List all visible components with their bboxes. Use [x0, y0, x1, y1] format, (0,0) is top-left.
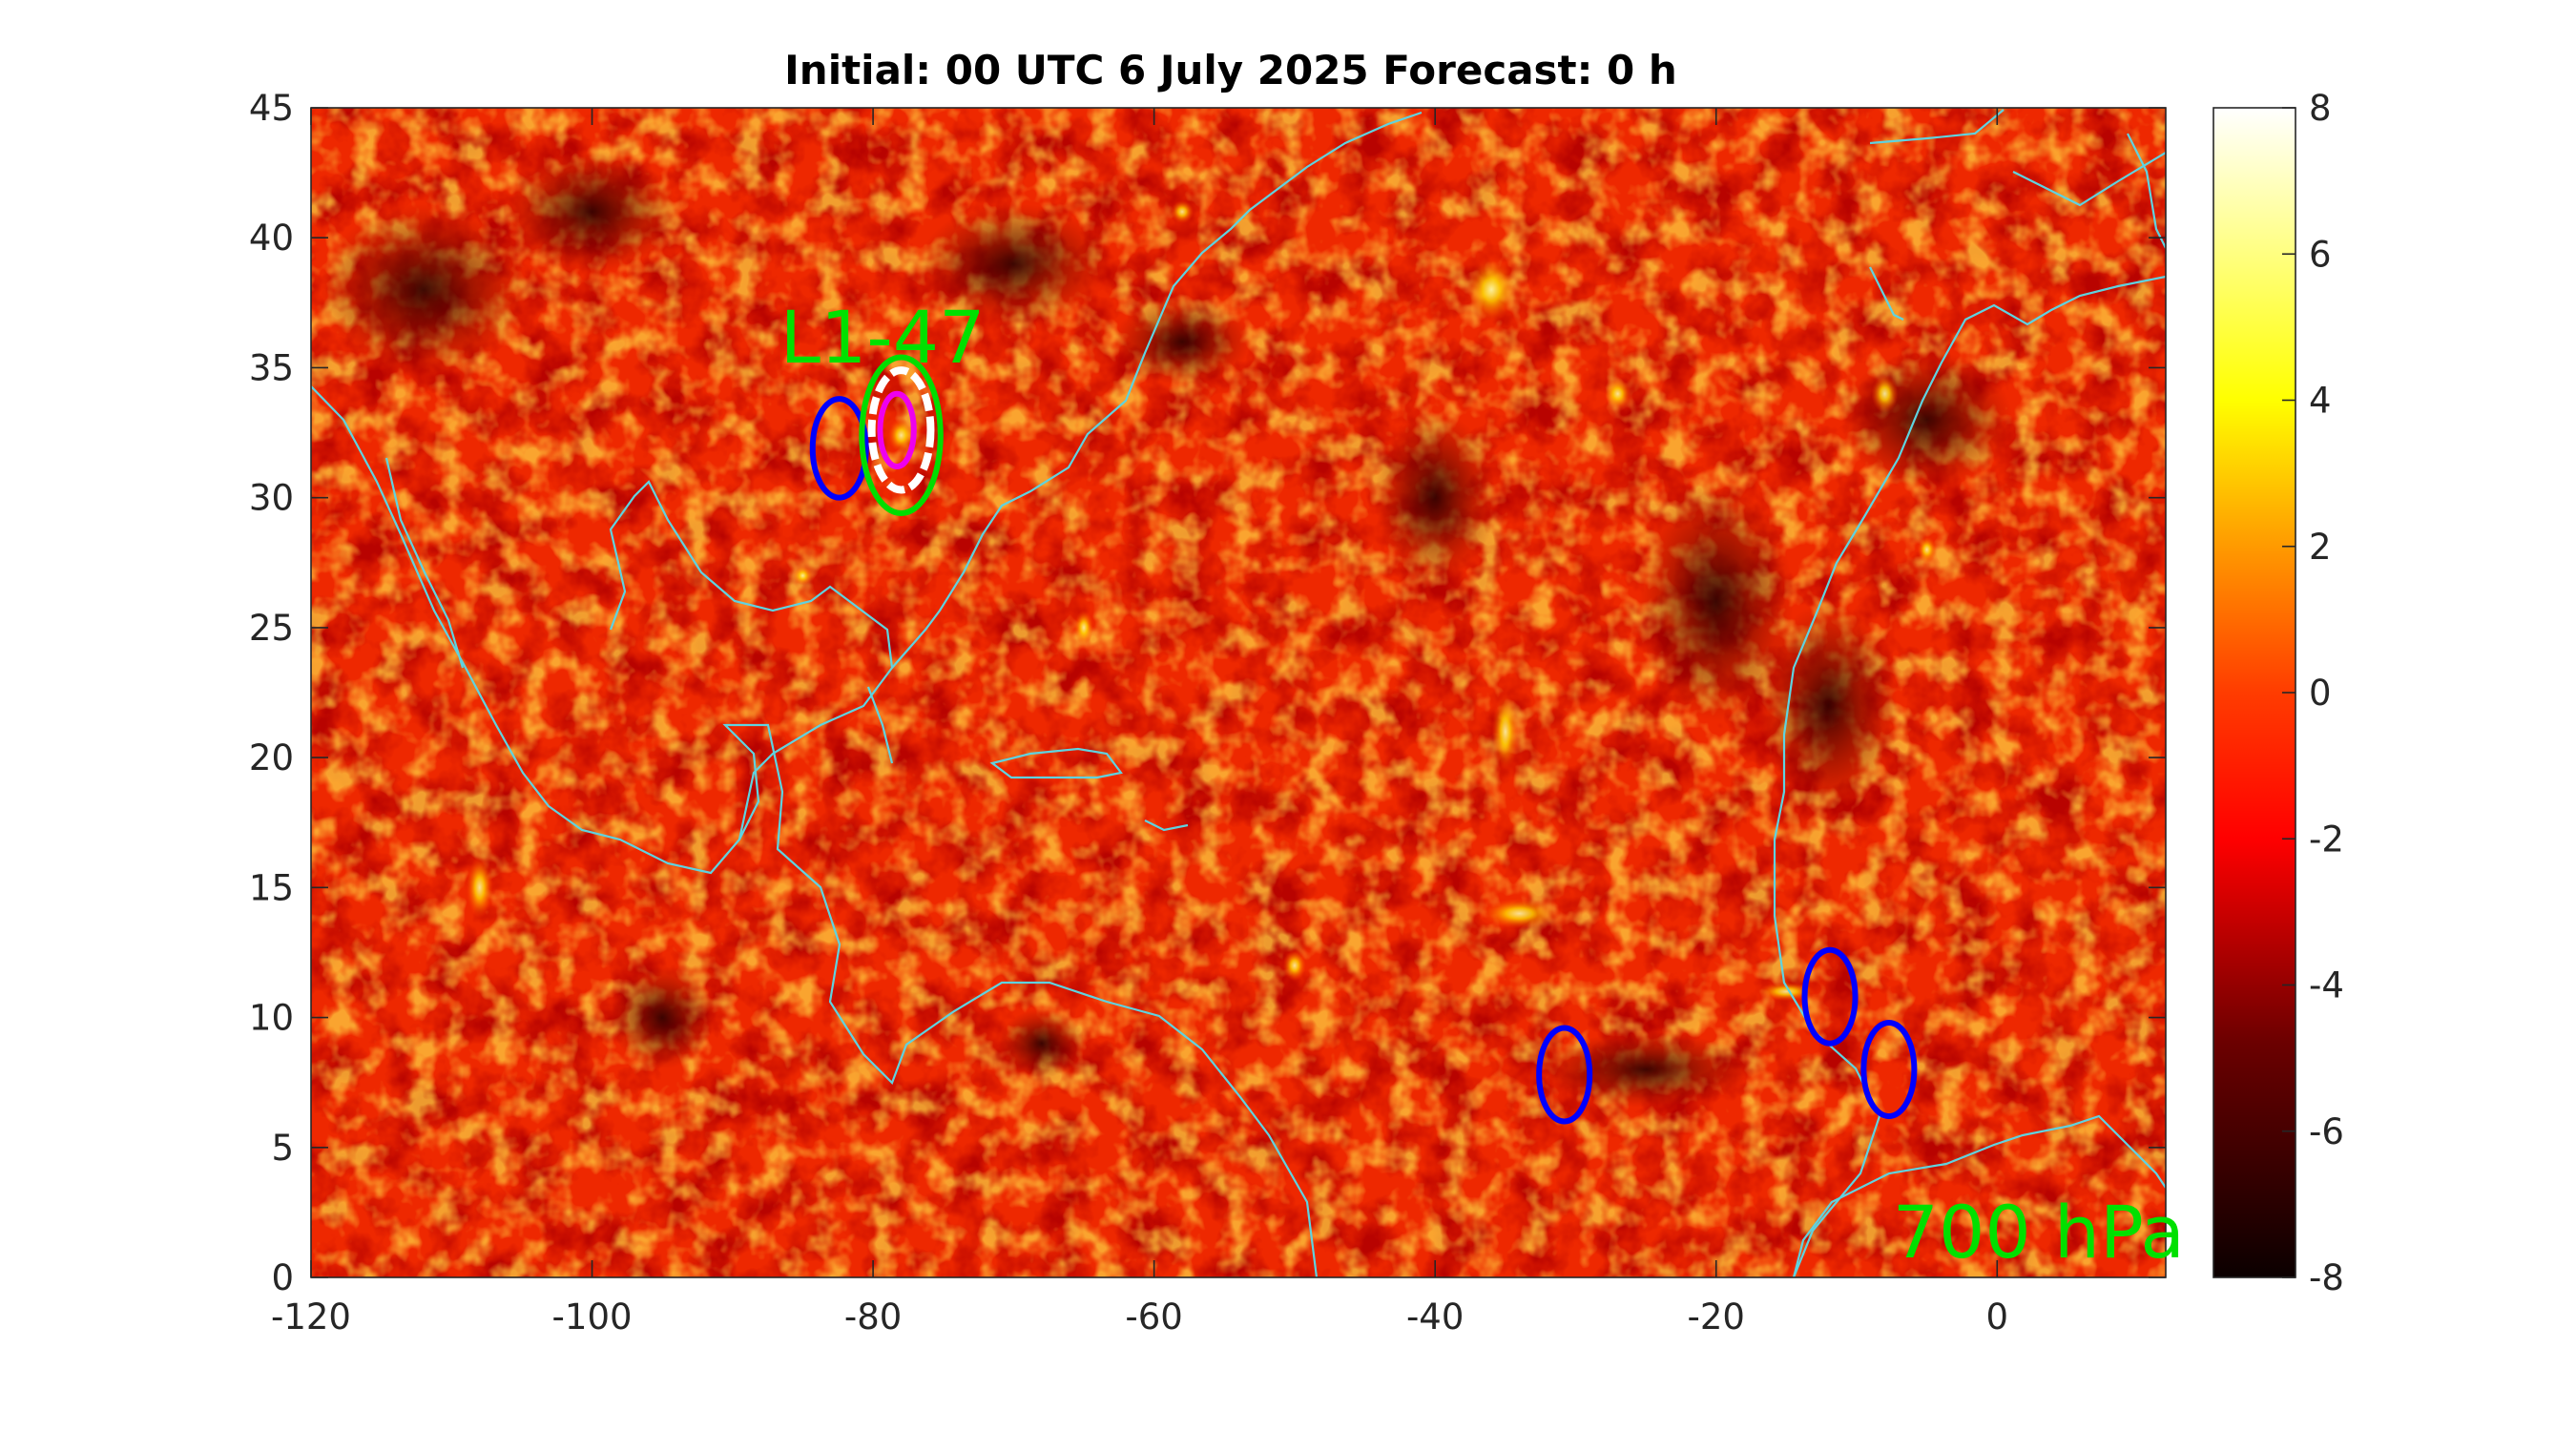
- blue-ellipse-3: [1801, 946, 1859, 1047]
- blue-ellipse-4: [1860, 1020, 1918, 1120]
- field-dark-patch: [506, 151, 678, 272]
- field-dark-patch: [611, 965, 715, 1069]
- tracker-markers: [809, 354, 1918, 1125]
- white-ellipse: [867, 366, 935, 494]
- colorbar-tick-label: 6: [2309, 234, 2332, 275]
- colorbar-tick-label: 2: [2309, 527, 2332, 568]
- field-dark-patch: [919, 203, 1109, 324]
- x-tick-label: -20: [1688, 1296, 1745, 1338]
- colorbar-tick-label: -8: [2309, 1257, 2344, 1298]
- y-tick-label: 0: [271, 1257, 294, 1298]
- field-hot-patch: [466, 857, 493, 919]
- field-hot-patch: [1466, 257, 1517, 322]
- field-dark-patch: [1840, 350, 2013, 488]
- green-ellipse: [859, 354, 944, 517]
- y-tick-label: 20: [249, 737, 294, 778]
- field-hot-patch: [1917, 536, 1937, 564]
- field-hot-patch: [1871, 374, 1899, 413]
- y-tick-label: 15: [249, 867, 294, 908]
- colorbar-tick-label: 0: [2309, 673, 2332, 714]
- colorbar-tick-label: -2: [2309, 819, 2344, 860]
- colorbar-tick-label: -4: [2309, 965, 2344, 1006]
- field-dark-patch: [320, 203, 527, 376]
- field-hot-patch: [1491, 693, 1519, 770]
- x-tick-label: -40: [1406, 1296, 1464, 1338]
- magenta-ellipse: [877, 390, 917, 469]
- blue-ellipse-2: [1536, 1025, 1593, 1125]
- coastlines: [311, 109, 2166, 1277]
- colorbar-tick-label: -6: [2309, 1111, 2344, 1152]
- field-hot-patch: [1282, 950, 1306, 982]
- field-hot-patch: [1604, 378, 1631, 409]
- field-dark-patch: [1113, 299, 1252, 385]
- x-tick-label: 0: [1985, 1296, 2008, 1338]
- y-axis: 0 5 10 15 20 25 30 35 40 45: [249, 88, 2166, 1298]
- field-dark-patch: [1759, 602, 1898, 809]
- heatmap-field: [311, 108, 2166, 1277]
- y-tick-label: 35: [249, 347, 294, 388]
- x-axis: -120 -100 -80 -60 -40 -20 0: [271, 108, 2008, 1338]
- field-hot-patch: [1481, 898, 1558, 929]
- x-tick-label: -120: [271, 1296, 351, 1338]
- colorbar-ticks: -8 -6 -4 -2 0 2 4 6 8: [2282, 88, 2344, 1298]
- y-tick-label: 30: [249, 478, 294, 519]
- colorbar-tick-label: 4: [2309, 381, 2332, 422]
- colorbar-tick-label: 8: [2309, 88, 2332, 129]
- field-hot-patch: [793, 566, 813, 586]
- field-hot-patch: [1171, 199, 1195, 223]
- field-hot-patch: [1757, 982, 1816, 1002]
- colorbar: -8 -6 -4 -2 0 2 4 6 8: [2212, 88, 2344, 1298]
- y-tick-label: 45: [249, 88, 294, 129]
- blue-ellipse-1: [809, 396, 869, 501]
- chart-title: Initial: 00 UTC 6 July 2025 Forecast: 0 …: [784, 47, 1677, 93]
- x-tick-label: -80: [844, 1296, 902, 1338]
- field-hot-patch: [1074, 610, 1093, 645]
- field-dark-patch: [1543, 1031, 1750, 1108]
- field-dark-patch: [1375, 411, 1496, 584]
- y-tick-label: 5: [271, 1128, 294, 1169]
- colorbar-gradient: [2212, 107, 2296, 1278]
- field-dark-patch: [998, 1008, 1085, 1078]
- field-dark-patch: [1638, 481, 1794, 722]
- x-tick-label: -60: [1125, 1296, 1182, 1338]
- field-hot-patch: [887, 418, 915, 453]
- x-tick-label: -100: [552, 1296, 633, 1338]
- system-label: L1-47: [780, 295, 986, 380]
- y-tick-label: 25: [249, 608, 294, 649]
- plot-frame: [310, 107, 2167, 1278]
- y-tick-label: 40: [249, 218, 294, 259]
- level-label: 700 hPa: [1893, 1190, 2185, 1275]
- y-tick-label: 10: [249, 998, 294, 1039]
